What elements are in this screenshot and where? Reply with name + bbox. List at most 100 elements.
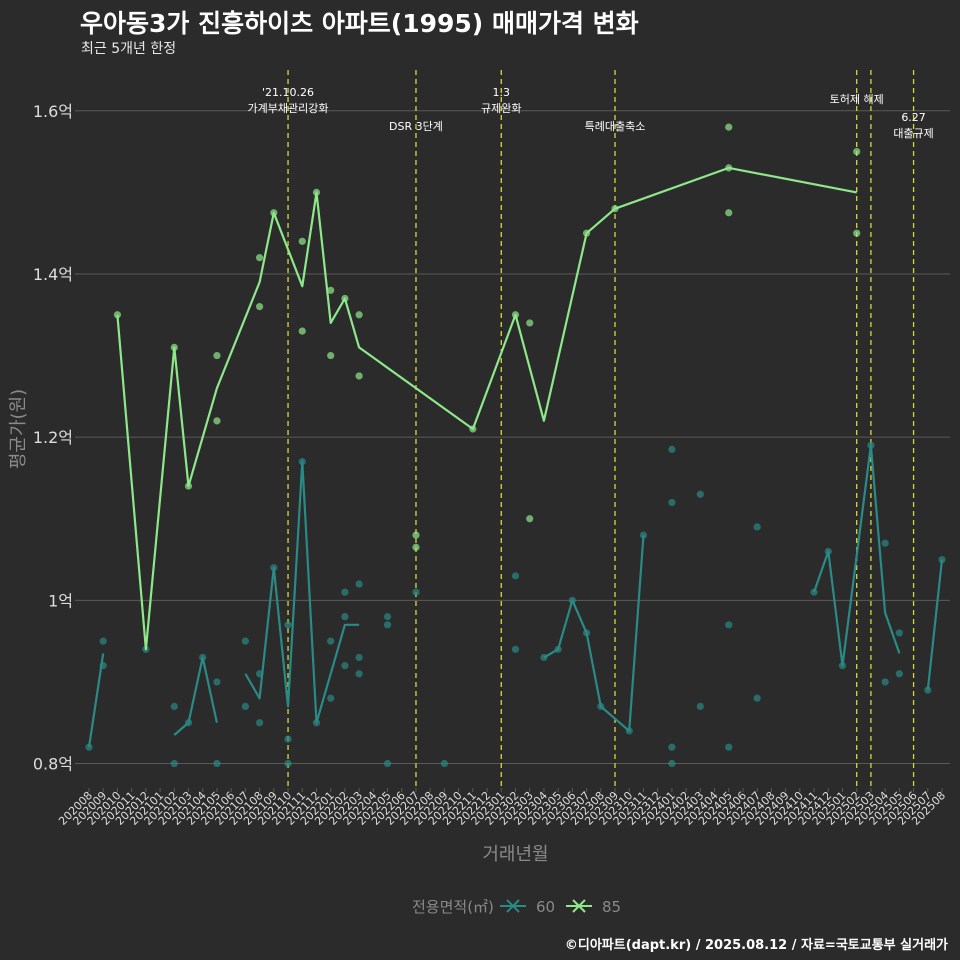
data-point-60 bbox=[540, 653, 548, 662]
data-point-60 bbox=[383, 621, 392, 629]
source-caption: ©디아파트(dapt.kr) / 2025.08.12 / 자료=국토교통부 실… bbox=[564, 938, 948, 953]
data-point-60 bbox=[895, 670, 903, 678]
data-point-85 bbox=[526, 319, 534, 327]
data-point-60 bbox=[341, 588, 349, 596]
event-label: 규제완화 bbox=[481, 102, 521, 115]
data-point-85 bbox=[213, 351, 221, 360]
data-point-60 bbox=[924, 686, 932, 694]
data-point-60 bbox=[327, 694, 335, 702]
data-point-60 bbox=[881, 539, 889, 547]
data-point-60 bbox=[753, 523, 761, 531]
data-point-85 bbox=[256, 303, 264, 311]
data-point-60 bbox=[597, 702, 605, 711]
data-point-60 bbox=[270, 564, 278, 572]
data-point-60 bbox=[298, 458, 306, 466]
data-point-85 bbox=[298, 237, 306, 245]
event-label: '21.10.26 bbox=[262, 86, 314, 99]
legend-swatch-cross bbox=[572, 899, 586, 913]
data-point-60 bbox=[99, 637, 107, 645]
data-point-85 bbox=[853, 147, 861, 156]
data-point-60 bbox=[327, 637, 335, 645]
data-point-85 bbox=[582, 229, 591, 237]
data-point-85 bbox=[511, 311, 520, 319]
data-point-85 bbox=[170, 343, 178, 352]
event-label: 토허제 해제 bbox=[830, 92, 884, 106]
data-point-60 bbox=[639, 531, 648, 539]
data-point-85 bbox=[611, 205, 619, 213]
data-point-85 bbox=[725, 123, 733, 131]
event-label: 1.3 bbox=[493, 86, 511, 99]
data-point-60 bbox=[440, 759, 449, 768]
y-tick-label: 1.6억 bbox=[33, 102, 73, 121]
data-point-60 bbox=[696, 490, 704, 498]
data-point-60 bbox=[625, 727, 633, 735]
data-point-60 bbox=[668, 498, 676, 507]
data-point-85 bbox=[341, 294, 349, 303]
legend-label: 60 bbox=[536, 898, 555, 916]
data-point-60 bbox=[241, 637, 249, 645]
data-point-60 bbox=[554, 645, 562, 653]
data-point-60 bbox=[184, 719, 193, 727]
data-point-85 bbox=[469, 425, 477, 433]
data-point-60 bbox=[341, 662, 349, 670]
data-point-60 bbox=[668, 743, 676, 751]
x-axis-title: 거래년월 bbox=[482, 844, 548, 865]
data-point-60 bbox=[838, 662, 847, 670]
data-point-60 bbox=[511, 645, 520, 653]
y-axis-title: 평균가(원) bbox=[8, 389, 29, 469]
data-point-85 bbox=[725, 209, 733, 217]
y-tick-label: 1억 bbox=[48, 591, 73, 610]
data-point-60 bbox=[810, 588, 818, 596]
data-point-85 bbox=[113, 311, 122, 319]
event-label: 가계부채관리강화 bbox=[248, 102, 329, 115]
legend-swatch-cross bbox=[506, 899, 520, 913]
event-label: 6.27 bbox=[901, 111, 926, 124]
data-point-85 bbox=[526, 515, 534, 523]
data-point-85 bbox=[355, 311, 363, 319]
data-point-60 bbox=[412, 588, 420, 596]
chart-title: 우아동3가 진흥하이츠 아파트(1995) 매매가격 변화 bbox=[80, 9, 639, 38]
data-point-60 bbox=[582, 629, 591, 637]
data-point-85 bbox=[853, 229, 861, 237]
data-point-85 bbox=[312, 188, 321, 196]
data-point-60 bbox=[511, 572, 520, 580]
data-point-60 bbox=[881, 678, 889, 686]
data-point-60 bbox=[341, 613, 349, 621]
data-point-60 bbox=[355, 653, 363, 662]
data-point-60 bbox=[284, 759, 292, 768]
data-point-60 bbox=[213, 678, 221, 686]
data-point-60 bbox=[241, 702, 249, 711]
data-point-60 bbox=[256, 719, 264, 727]
data-point-85 bbox=[327, 286, 335, 294]
data-point-60 bbox=[355, 670, 363, 678]
chart-subtitle: 최근 5개년 한정 bbox=[81, 41, 177, 57]
data-point-60 bbox=[170, 702, 178, 711]
data-point-60 bbox=[99, 662, 107, 670]
series-line-60 bbox=[87, 444, 944, 748]
data-point-60 bbox=[355, 580, 363, 588]
data-point-60 bbox=[867, 441, 875, 449]
event-label: 대출규제 bbox=[893, 127, 933, 140]
data-point-60 bbox=[668, 759, 676, 768]
data-point-85 bbox=[412, 543, 420, 551]
data-point-60 bbox=[199, 653, 207, 662]
series-line-85 bbox=[116, 166, 857, 651]
data-point-60 bbox=[284, 735, 292, 743]
data-point-60 bbox=[85, 743, 93, 751]
data-point-85 bbox=[355, 372, 363, 380]
data-point-60 bbox=[668, 445, 676, 453]
data-point-85 bbox=[327, 351, 335, 360]
data-point-60 bbox=[725, 743, 733, 751]
data-point-85 bbox=[256, 254, 264, 262]
data-point-60 bbox=[213, 759, 221, 768]
y-tick-label: 1.2억 bbox=[33, 428, 73, 447]
data-point-60 bbox=[568, 596, 576, 604]
data-point-60 bbox=[284, 621, 292, 629]
event-label: 특례대출축소 bbox=[585, 120, 646, 133]
data-point-60 bbox=[383, 613, 392, 621]
data-point-60 bbox=[312, 719, 321, 727]
legend-title: 전용면적(㎡) bbox=[412, 898, 494, 916]
event-label: DSR 3단계 bbox=[389, 120, 443, 133]
data-point-60 bbox=[938, 555, 946, 564]
